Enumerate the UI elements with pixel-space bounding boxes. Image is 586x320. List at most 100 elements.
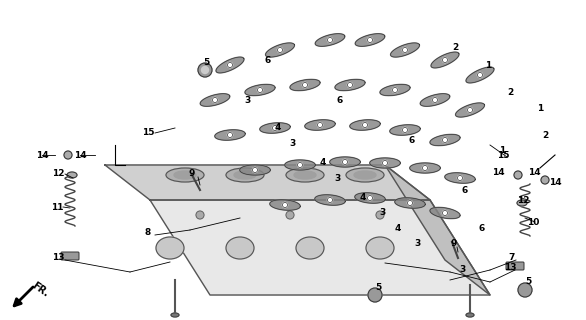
Polygon shape: [315, 34, 345, 46]
Ellipse shape: [294, 171, 316, 179]
Text: 11: 11: [51, 203, 63, 212]
Circle shape: [468, 108, 472, 113]
Ellipse shape: [234, 171, 256, 179]
Text: 2: 2: [507, 87, 513, 97]
Text: 4: 4: [360, 193, 366, 202]
Circle shape: [442, 58, 448, 62]
Text: 9: 9: [451, 238, 457, 247]
Polygon shape: [270, 200, 300, 210]
Polygon shape: [265, 43, 295, 57]
Ellipse shape: [466, 313, 474, 317]
Text: 4: 4: [320, 157, 326, 166]
Text: 9: 9: [189, 169, 195, 178]
Polygon shape: [395, 198, 425, 208]
FancyBboxPatch shape: [506, 262, 524, 270]
Text: 10: 10: [527, 218, 539, 227]
Text: 1: 1: [485, 60, 491, 69]
Polygon shape: [410, 163, 440, 173]
Circle shape: [302, 83, 308, 88]
Ellipse shape: [286, 168, 324, 182]
FancyBboxPatch shape: [61, 252, 79, 260]
Polygon shape: [315, 195, 345, 205]
Polygon shape: [420, 94, 450, 106]
Ellipse shape: [346, 168, 384, 182]
Circle shape: [403, 127, 407, 132]
Polygon shape: [240, 165, 270, 175]
Polygon shape: [285, 160, 315, 170]
Polygon shape: [430, 207, 460, 219]
Circle shape: [514, 171, 522, 179]
Ellipse shape: [156, 237, 184, 259]
Circle shape: [432, 98, 438, 102]
Circle shape: [286, 211, 294, 219]
Text: 2: 2: [452, 43, 458, 52]
Circle shape: [257, 87, 263, 92]
Polygon shape: [390, 125, 420, 135]
Text: 8: 8: [145, 228, 151, 236]
Circle shape: [227, 132, 233, 138]
Circle shape: [442, 211, 448, 216]
Ellipse shape: [296, 237, 324, 259]
Polygon shape: [385, 165, 490, 295]
Text: 3: 3: [245, 95, 251, 105]
Text: 3: 3: [415, 238, 421, 247]
Text: 14: 14: [36, 150, 48, 159]
Polygon shape: [355, 34, 385, 46]
Ellipse shape: [174, 171, 196, 179]
Text: 3: 3: [335, 173, 341, 182]
Circle shape: [328, 197, 332, 203]
Text: 14: 14: [74, 150, 86, 159]
Polygon shape: [216, 57, 244, 73]
Ellipse shape: [517, 200, 527, 206]
Text: 15: 15: [142, 127, 154, 137]
Ellipse shape: [226, 237, 254, 259]
Text: 14: 14: [548, 178, 561, 187]
Text: FR.: FR.: [30, 281, 50, 299]
Text: 14: 14: [527, 167, 540, 177]
Text: 3: 3: [460, 266, 466, 275]
Circle shape: [253, 167, 258, 172]
Circle shape: [407, 200, 413, 205]
Text: 5: 5: [375, 283, 381, 292]
Polygon shape: [350, 120, 380, 130]
Circle shape: [541, 176, 549, 184]
Polygon shape: [330, 157, 360, 167]
Text: 13: 13: [52, 253, 64, 262]
Circle shape: [282, 203, 288, 208]
Ellipse shape: [366, 237, 394, 259]
Circle shape: [196, 211, 204, 219]
Polygon shape: [245, 84, 275, 96]
Text: 12: 12: [52, 169, 64, 178]
Text: 12: 12: [517, 196, 529, 204]
Text: 6: 6: [265, 55, 271, 65]
Circle shape: [368, 288, 382, 302]
Circle shape: [376, 211, 384, 219]
Polygon shape: [355, 193, 385, 203]
Text: 1: 1: [537, 103, 543, 113]
Polygon shape: [150, 200, 490, 295]
Circle shape: [423, 165, 428, 171]
Text: 2: 2: [542, 131, 548, 140]
Polygon shape: [390, 43, 420, 57]
Polygon shape: [200, 94, 230, 106]
Polygon shape: [455, 103, 485, 117]
Ellipse shape: [171, 313, 179, 317]
Circle shape: [213, 98, 217, 102]
Polygon shape: [466, 67, 494, 83]
Text: 6: 6: [479, 223, 485, 233]
Text: 5: 5: [203, 58, 209, 67]
Circle shape: [202, 67, 209, 74]
Circle shape: [367, 196, 373, 201]
Polygon shape: [430, 134, 460, 146]
Text: 3: 3: [380, 207, 386, 217]
Circle shape: [347, 83, 353, 88]
Circle shape: [342, 159, 347, 164]
Circle shape: [277, 47, 282, 52]
Circle shape: [442, 138, 448, 142]
Polygon shape: [431, 52, 459, 68]
Text: 4: 4: [395, 223, 401, 233]
Polygon shape: [370, 158, 400, 168]
Circle shape: [318, 123, 322, 128]
Ellipse shape: [354, 171, 376, 179]
Text: 1: 1: [499, 146, 505, 155]
